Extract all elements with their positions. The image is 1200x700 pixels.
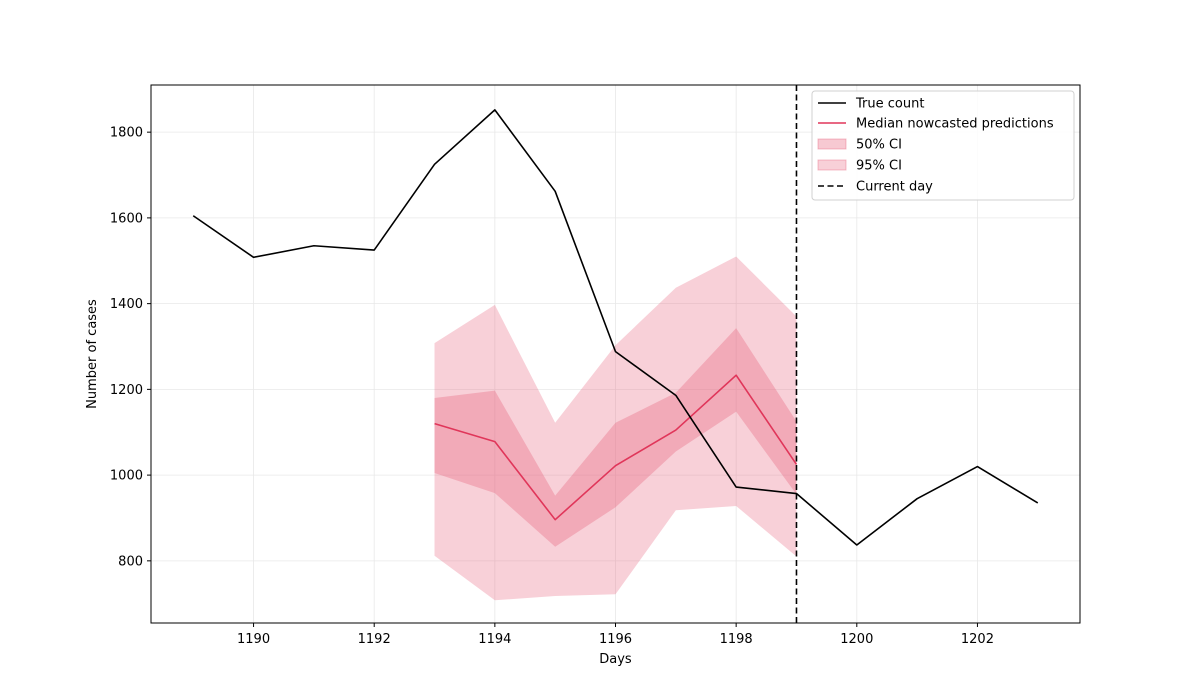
legend-label: Median nowcasted predictions — [856, 117, 1054, 132]
legend-item: 95% CI — [817, 159, 902, 174]
ci-band-50-ci — [434, 328, 797, 547]
x-tick-label: 1202 — [961, 632, 994, 647]
y-tick-label: 800 — [118, 554, 143, 569]
x-tick-label: 1190 — [237, 632, 270, 647]
legend-item: Current day — [818, 180, 933, 195]
y-axis-ticks: 800 1000 1200 1400 1600 1800 — [110, 126, 151, 569]
legend: True count Median nowcasted predictions 50… — [811, 90, 1075, 201]
ci-band-95-ci — [434, 256, 797, 601]
legend-label: 50% CI — [856, 138, 902, 153]
x-axis-ticks: 1190 1192 1194 1196 1198 1200 1202 — [237, 623, 994, 647]
series-line-true-count — [192, 109, 1039, 546]
legend-label: 95% CI — [856, 159, 902, 174]
x-tick-label: 1194 — [478, 632, 511, 647]
ci-bands — [434, 256, 797, 601]
legend-swatch — [817, 159, 847, 171]
legend-label: True count — [855, 97, 924, 112]
x-axis-label: Days — [599, 652, 632, 667]
legend-item: 50% CI — [817, 138, 902, 153]
series-line-median-nowcasted-predictions — [434, 374, 798, 521]
y-tick-label: 1800 — [110, 126, 143, 141]
x-tick-label: 1196 — [599, 632, 632, 647]
x-tick-label: 1198 — [720, 632, 753, 647]
y-tick-label: 1200 — [110, 383, 143, 398]
legend-item: Median nowcasted predictions — [818, 117, 1054, 132]
y-axis-label: Number of cases — [85, 299, 100, 409]
series-lines — [192, 109, 1039, 546]
x-tick-label: 1192 — [358, 632, 391, 647]
legend-swatch — [817, 138, 847, 150]
y-tick-label: 1000 — [110, 469, 143, 484]
y-tick-label: 1600 — [110, 211, 143, 226]
legend-box — [811, 90, 1075, 201]
legend-item: True count — [818, 97, 924, 112]
legend-label: Current day — [856, 180, 933, 195]
x-tick-label: 1200 — [840, 632, 873, 647]
y-tick-label: 1400 — [110, 297, 143, 312]
